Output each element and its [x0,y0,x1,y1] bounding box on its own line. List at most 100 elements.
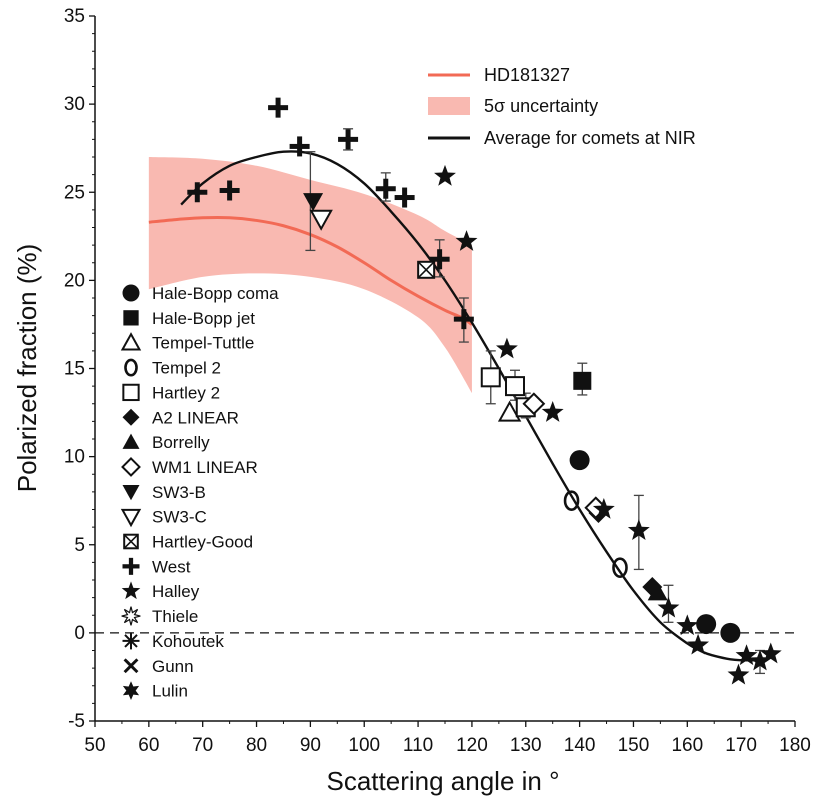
point-west [375,178,396,199]
point-hartley-2 [480,367,501,388]
legend-marker-a2-linear [122,408,140,426]
x-tick-label: 160 [671,735,703,756]
legend-marker-halley [121,581,141,600]
top-legend-item-hd181327: HD181327 [428,65,570,85]
legend-item-gunn: Gunn [123,657,194,676]
point-wm1-linear [522,392,546,416]
x-tick-label: 50 [84,735,105,756]
point-west [268,97,289,118]
point-halley [676,614,699,636]
legend-label: Lulin [152,682,188,701]
legend-marker-thiele [121,606,141,626]
legend-label: SW3-B [152,483,206,502]
point-west [429,249,450,270]
legend-label: A2 LINEAR [152,408,239,427]
x-tick-label: 170 [725,735,757,756]
legend-item-borrelly: Borrelly [122,433,210,452]
point-west [338,129,359,150]
legend-marker-tempel-tuttle [120,332,142,351]
y-tick-label: -5 [68,711,85,732]
legend-marker-lulin [122,681,140,700]
point-tempel-2 [612,557,628,578]
legend-item-wm1-linear: WM1 LINEAR [121,457,258,477]
y-axis-title: Polarized fraction (%) [12,244,42,493]
legend-item-hartley-good: Hartley-Good [123,533,253,552]
point-borrelly [647,582,668,601]
point-halley [735,644,758,666]
point-sw3-c [309,209,333,231]
point-halley [541,401,564,422]
x-tick-label: 80 [246,735,267,756]
legend-item-hale-bopp-coma: Hale-Bopp coma [122,284,279,303]
point-halley [727,663,750,685]
point-halley [687,633,710,655]
point-west [289,136,310,157]
y-tick-label: 30 [64,94,85,115]
x-tick-label: 90 [300,735,321,756]
point-west [394,187,415,208]
point-halley [657,596,680,618]
legend-item-hartley-2: Hartley 2 [122,383,220,402]
x-tick-label: 110 [403,735,433,756]
legend-label: Tempel 2 [152,359,221,378]
point-sw3-b [303,193,324,212]
top-legend-label: 5σ uncertainty [484,96,598,116]
point-tempel-tuttle [497,400,522,422]
legend-label: Kohoutek [152,632,224,651]
legend-marker-hartley-2 [122,383,140,402]
legend-label: Tempel-Tuttle [152,334,254,353]
x-tick-label: 70 [192,735,213,756]
point-halley [495,337,518,359]
legend-marker-tempel-2 [124,358,138,377]
legend-item-a2-linear: A2 LINEAR [122,408,239,427]
point-hartley-good [417,260,436,279]
top-legend-item-5-uncertainty: 5σ uncertainty [428,96,598,116]
point-hale-bopp-coma [720,622,741,643]
y-tick-label: 0 [74,623,85,644]
legend-label: Thiele [152,607,198,626]
y-tick-label: 25 [64,182,85,203]
legend-item-lulin: Lulin [122,681,188,701]
axis-layer: 50 60 70 80 90 100 110 120 130 140 150 160 170 180 -5 0… [64,6,811,756]
point-halley [627,519,650,540]
legend-marker-sw3-c [120,508,142,528]
legend-marker-borrelly [122,433,140,449]
top-legend-label: Average for comets at NIR [484,128,696,148]
legend-label: West [152,557,191,576]
legend-label: WM1 LINEAR [152,458,258,477]
legend-label: Borrelly [152,433,210,452]
point-west [187,182,208,203]
y-tick-label: 5 [74,535,85,556]
legend-label: Halley [152,582,200,601]
x-tick-label: 60 [138,735,159,756]
x-axis-title: Scattering angle in ° [327,766,560,796]
point-halley [455,230,478,251]
legend-item-halley: Halley [121,581,200,601]
legend-label: Gunn [152,657,194,676]
legend-marker-wm1-linear [121,457,141,477]
legend-marker-sw3-b [122,485,140,501]
x-tick-label: 180 [779,735,811,756]
y-tick-label: 10 [64,447,85,468]
legend-marker-hale-bopp-coma [122,284,140,302]
y-tick-label: 35 [64,6,85,27]
legend-item-west: West [122,557,191,576]
point-hartley-2 [505,376,525,397]
uncertainty-band [148,157,472,394]
top-legend-label: HD181327 [484,65,570,85]
uncertainty-band-layer [148,157,472,394]
legend-marker-hartley-good [123,533,139,550]
legend-marker-hale-bopp-jet [123,310,139,326]
legend-label: Hale-Bopp jet [152,309,255,328]
legend-marker-kohoutek [122,632,140,650]
legend-item-tempel-2: Tempel 2 [124,358,221,378]
y-tick-label: 15 [64,359,85,380]
hd181327-curve [148,216,473,326]
point-halley [749,649,771,671]
legend-item-kohoutek: Kohoutek [122,632,224,651]
legend-layer: Hale-Bopp coma Hale-Bopp jet Tempel-Tuttle… [120,284,279,701]
x-tick-label: 150 [618,735,650,756]
legend-item-sw3-b: SW3-B [122,483,206,502]
y-tick-label: 20 [64,270,85,291]
point-halley [434,164,456,186]
